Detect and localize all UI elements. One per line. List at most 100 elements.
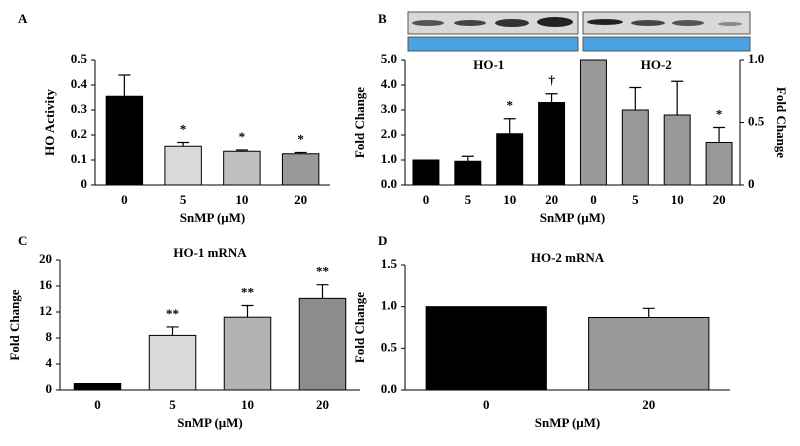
error-bar xyxy=(118,74,131,97)
y-tick-label: 0 xyxy=(46,381,53,396)
y-tick-label: 0.0 xyxy=(381,176,397,191)
y-tick-label: 0.5 xyxy=(71,51,88,66)
error-bar xyxy=(316,284,329,299)
error-bar xyxy=(642,307,655,318)
y-tick-label: 0.1 xyxy=(71,151,87,166)
bar xyxy=(621,109,649,186)
bar xyxy=(281,153,320,186)
panel-label: A xyxy=(18,11,28,26)
significance-marker: ** xyxy=(316,264,329,279)
error-bar xyxy=(166,326,179,336)
error-bar xyxy=(503,118,516,134)
error-bar xyxy=(713,126,726,143)
y-tick-label: 0 xyxy=(748,176,755,191)
bar xyxy=(164,145,202,186)
x-axis-label: SnMP (μM) xyxy=(540,210,606,225)
bar xyxy=(588,317,710,391)
bar xyxy=(425,306,547,391)
significance-marker: * xyxy=(297,131,304,146)
bar xyxy=(148,334,197,391)
y-tick-label: 2.0 xyxy=(381,126,397,141)
x-tick-label: 0 xyxy=(94,397,101,412)
y2-axis-label: Fold Change xyxy=(774,87,789,158)
y-tick-label: 0.4 xyxy=(71,76,88,91)
y-tick-label: 0.5 xyxy=(748,113,765,128)
x-tick-label: 5 xyxy=(169,397,176,412)
bar xyxy=(496,133,524,186)
y-tick-label: 0.2 xyxy=(71,126,87,141)
y-tick-label: 5.0 xyxy=(381,51,397,66)
y-tick-label: 1.0 xyxy=(381,151,397,166)
y-tick-label: 4 xyxy=(46,355,53,370)
y-axis-label: HO Activity xyxy=(42,89,57,156)
bar xyxy=(663,114,691,186)
bar xyxy=(454,160,482,186)
y-tick-label: 3.0 xyxy=(381,101,397,116)
bar xyxy=(73,383,122,391)
x-tick-label: 20 xyxy=(642,397,655,412)
bar xyxy=(705,142,733,186)
y-axis-label: Fold Change xyxy=(352,292,367,363)
bar xyxy=(538,102,566,186)
bar xyxy=(223,150,261,186)
bar xyxy=(412,159,440,186)
significance-marker: † xyxy=(548,73,555,88)
chart-title: HO-1 mRNA xyxy=(173,245,247,260)
significance-marker: * xyxy=(239,129,246,144)
error-bar xyxy=(241,304,254,318)
chart-title: HO-2 mRNA xyxy=(531,250,605,265)
series-label: HO-2 xyxy=(641,57,672,72)
series-label: HO-1 xyxy=(473,57,504,72)
y-axis-label: Fold Change xyxy=(352,87,367,158)
x-tick-label: 10 xyxy=(235,192,248,207)
y-tick-label: 4.0 xyxy=(381,76,397,91)
error-bar xyxy=(545,93,558,103)
x-tick-label: 5 xyxy=(632,192,639,207)
bar xyxy=(579,59,607,186)
significance-marker: ** xyxy=(166,306,179,321)
x-tick-label: 10 xyxy=(241,397,254,412)
panel-label: D xyxy=(378,233,387,248)
y-axis-label: Fold Change xyxy=(7,289,22,360)
x-tick-label: 0 xyxy=(590,192,597,207)
x-tick-label: 20 xyxy=(316,397,329,412)
x-axis-label: SnMP (μM) xyxy=(180,210,246,225)
x-tick-label: 5 xyxy=(180,192,187,207)
error-bar xyxy=(294,151,307,154)
panel-label: C xyxy=(18,233,27,248)
x-tick-label: 20 xyxy=(545,192,558,207)
y-tick-label: 0.5 xyxy=(381,339,398,354)
significance-marker: * xyxy=(716,106,723,121)
y-tick-label: 20 xyxy=(39,251,52,266)
y-tick-label: 0.0 xyxy=(381,381,397,396)
y-tick-label: 12 xyxy=(39,303,52,318)
x-tick-label: 10 xyxy=(671,192,684,207)
bar xyxy=(298,297,347,391)
x-tick-label: 5 xyxy=(465,192,472,207)
bar xyxy=(105,95,144,186)
x-tick-label: 20 xyxy=(294,192,307,207)
y-tick-label: 8 xyxy=(46,329,53,344)
y-tick-label: 1.0 xyxy=(748,51,764,66)
x-tick-label: 20 xyxy=(713,192,726,207)
error-bar xyxy=(177,141,190,147)
x-tick-label: 0 xyxy=(483,397,490,412)
error-bar xyxy=(671,80,684,115)
y-tick-label: 0 xyxy=(81,176,88,191)
y-tick-label: 16 xyxy=(39,277,53,292)
x-tick-label: 10 xyxy=(503,192,516,207)
bar xyxy=(223,316,272,391)
error-bar xyxy=(235,149,248,152)
significance-marker: * xyxy=(180,121,187,136)
significance-marker: ** xyxy=(241,284,254,299)
x-axis-label: SnMP (μM) xyxy=(177,415,243,430)
y-tick-label: 0.3 xyxy=(71,101,88,116)
x-tick-label: 0 xyxy=(423,192,430,207)
y-tick-label: 1.5 xyxy=(381,256,398,271)
panel-label: B xyxy=(378,11,387,26)
error-bar xyxy=(629,86,642,110)
y-tick-label: 1.0 xyxy=(381,298,397,313)
western-blot xyxy=(407,11,751,52)
error-bar xyxy=(461,155,474,162)
